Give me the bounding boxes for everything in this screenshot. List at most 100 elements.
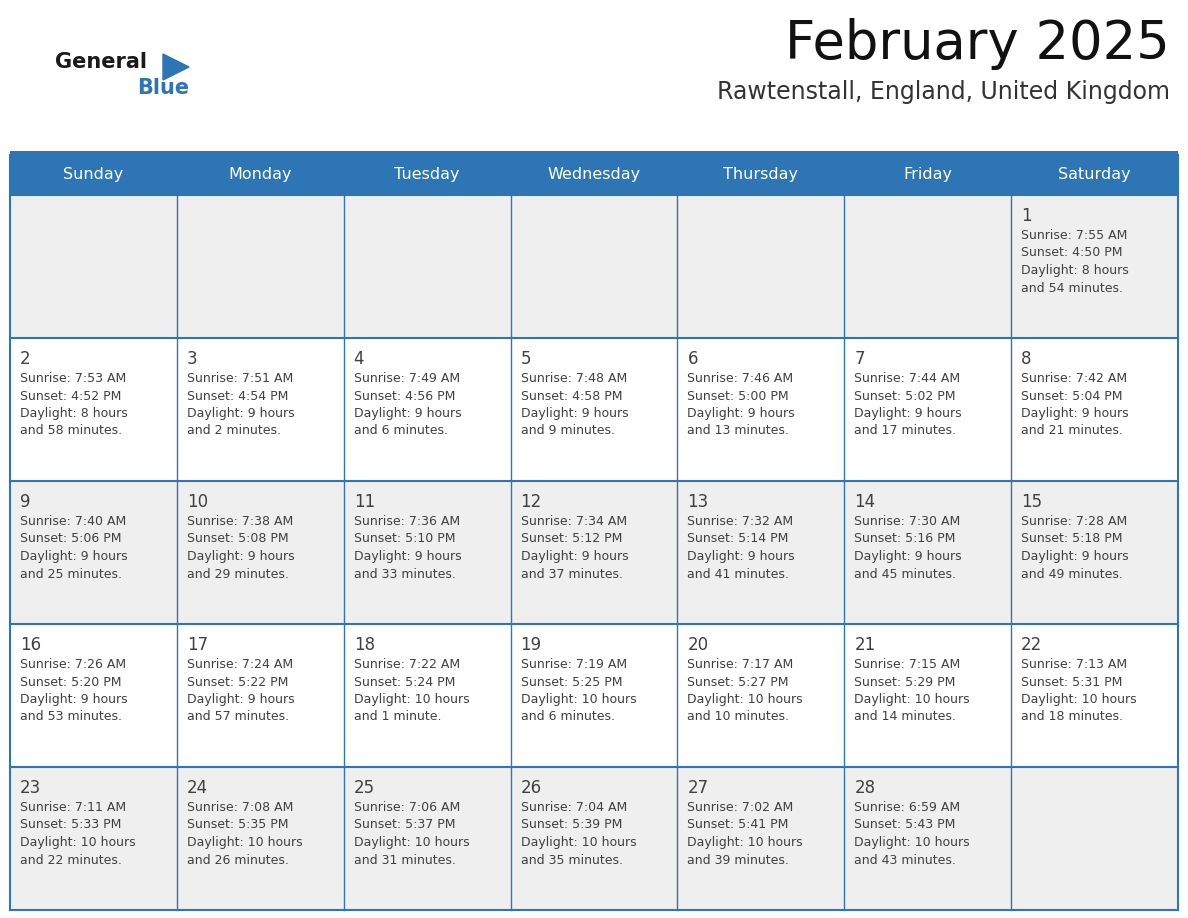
Text: Sunrise: 7:36 AM: Sunrise: 7:36 AM	[354, 515, 460, 528]
Text: Daylight: 9 hours: Daylight: 9 hours	[187, 407, 295, 420]
Text: and 1 minute.: and 1 minute.	[354, 711, 441, 723]
Text: Daylight: 10 hours: Daylight: 10 hours	[20, 836, 135, 849]
Text: and 58 minutes.: and 58 minutes.	[20, 424, 122, 438]
Text: Sunset: 4:56 PM: Sunset: 4:56 PM	[354, 389, 455, 402]
Text: 18: 18	[354, 636, 375, 654]
Text: Sunrise: 7:46 AM: Sunrise: 7:46 AM	[688, 372, 794, 385]
Text: Sunset: 5:33 PM: Sunset: 5:33 PM	[20, 819, 121, 832]
Text: Daylight: 9 hours: Daylight: 9 hours	[854, 550, 962, 563]
Text: Sunset: 5:12 PM: Sunset: 5:12 PM	[520, 532, 623, 545]
Text: Sunrise: 7:28 AM: Sunrise: 7:28 AM	[1022, 515, 1127, 528]
Text: Sunset: 5:31 PM: Sunset: 5:31 PM	[1022, 676, 1123, 688]
Text: Sunrise: 7:55 AM: Sunrise: 7:55 AM	[1022, 229, 1127, 242]
Text: Sunset: 5:39 PM: Sunset: 5:39 PM	[520, 819, 623, 832]
Text: Sunrise: 7:53 AM: Sunrise: 7:53 AM	[20, 372, 126, 385]
Text: 7: 7	[854, 350, 865, 368]
Bar	[10, 155, 1178, 195]
Text: 27: 27	[688, 779, 708, 797]
Text: 9: 9	[20, 493, 31, 511]
Text: Sunset: 5:20 PM: Sunset: 5:20 PM	[20, 676, 121, 688]
Text: 16: 16	[20, 636, 42, 654]
Text: Sunrise: 7:30 AM: Sunrise: 7:30 AM	[854, 515, 961, 528]
Text: Sunset: 5:10 PM: Sunset: 5:10 PM	[354, 532, 455, 545]
Text: and 25 minutes.: and 25 minutes.	[20, 567, 122, 580]
Text: Daylight: 9 hours: Daylight: 9 hours	[854, 407, 962, 420]
Text: 28: 28	[854, 779, 876, 797]
Bar	[10, 624, 1178, 767]
Text: Daylight: 9 hours: Daylight: 9 hours	[354, 407, 461, 420]
Text: Daylight: 9 hours: Daylight: 9 hours	[520, 407, 628, 420]
Text: Sunset: 5:04 PM: Sunset: 5:04 PM	[1022, 389, 1123, 402]
Text: 14: 14	[854, 493, 876, 511]
Text: Tuesday: Tuesday	[394, 167, 460, 183]
Text: Daylight: 8 hours: Daylight: 8 hours	[1022, 264, 1129, 277]
Text: Sunset: 5:43 PM: Sunset: 5:43 PM	[854, 819, 955, 832]
Text: and 26 minutes.: and 26 minutes.	[187, 854, 289, 867]
Text: 24: 24	[187, 779, 208, 797]
Text: 13: 13	[688, 493, 709, 511]
Text: and 37 minutes.: and 37 minutes.	[520, 567, 623, 580]
Text: Sunrise: 7:22 AM: Sunrise: 7:22 AM	[354, 658, 460, 671]
Text: Monday: Monday	[228, 167, 292, 183]
Text: Sunrise: 7:02 AM: Sunrise: 7:02 AM	[688, 801, 794, 814]
Text: 5: 5	[520, 350, 531, 368]
Text: and 18 minutes.: and 18 minutes.	[1022, 711, 1123, 723]
Text: Blue: Blue	[137, 78, 189, 98]
Text: Sunrise: 6:59 AM: Sunrise: 6:59 AM	[854, 801, 960, 814]
Text: Daylight: 10 hours: Daylight: 10 hours	[520, 836, 637, 849]
Text: and 13 minutes.: and 13 minutes.	[688, 424, 789, 438]
Text: Friday: Friday	[903, 167, 953, 183]
Bar	[10, 767, 1178, 910]
Text: Sunset: 5:35 PM: Sunset: 5:35 PM	[187, 819, 289, 832]
Text: Daylight: 10 hours: Daylight: 10 hours	[1022, 693, 1137, 706]
Text: Sunrise: 7:32 AM: Sunrise: 7:32 AM	[688, 515, 794, 528]
Text: Rawtenstall, England, United Kingdom: Rawtenstall, England, United Kingdom	[718, 80, 1170, 104]
Text: 21: 21	[854, 636, 876, 654]
Text: Sunrise: 7:34 AM: Sunrise: 7:34 AM	[520, 515, 627, 528]
Polygon shape	[163, 54, 189, 80]
Text: and 21 minutes.: and 21 minutes.	[1022, 424, 1123, 438]
Text: and 45 minutes.: and 45 minutes.	[854, 567, 956, 580]
Text: Daylight: 9 hours: Daylight: 9 hours	[1022, 550, 1129, 563]
Text: Sunrise: 7:38 AM: Sunrise: 7:38 AM	[187, 515, 293, 528]
Text: Sunrise: 7:42 AM: Sunrise: 7:42 AM	[1022, 372, 1127, 385]
Text: Daylight: 9 hours: Daylight: 9 hours	[688, 550, 795, 563]
Text: Sunrise: 7:15 AM: Sunrise: 7:15 AM	[854, 658, 961, 671]
Text: Daylight: 9 hours: Daylight: 9 hours	[187, 550, 295, 563]
Text: 25: 25	[354, 779, 375, 797]
Text: and 6 minutes.: and 6 minutes.	[520, 711, 614, 723]
Text: Sunset: 4:54 PM: Sunset: 4:54 PM	[187, 389, 289, 402]
Text: and 9 minutes.: and 9 minutes.	[520, 424, 614, 438]
Text: Sunset: 4:52 PM: Sunset: 4:52 PM	[20, 389, 121, 402]
Text: Sunset: 5:18 PM: Sunset: 5:18 PM	[1022, 532, 1123, 545]
Text: 15: 15	[1022, 493, 1042, 511]
Text: Daylight: 10 hours: Daylight: 10 hours	[187, 836, 303, 849]
Text: Daylight: 10 hours: Daylight: 10 hours	[854, 836, 969, 849]
Text: Daylight: 9 hours: Daylight: 9 hours	[520, 550, 628, 563]
Text: 19: 19	[520, 636, 542, 654]
Text: 4: 4	[354, 350, 365, 368]
Text: Sunset: 5:41 PM: Sunset: 5:41 PM	[688, 819, 789, 832]
Text: 3: 3	[187, 350, 197, 368]
Text: Daylight: 9 hours: Daylight: 9 hours	[187, 693, 295, 706]
Text: and 33 minutes.: and 33 minutes.	[354, 567, 455, 580]
Text: Sunrise: 7:11 AM: Sunrise: 7:11 AM	[20, 801, 126, 814]
Text: Sunset: 5:08 PM: Sunset: 5:08 PM	[187, 532, 289, 545]
Text: Daylight: 9 hours: Daylight: 9 hours	[688, 407, 795, 420]
Text: Sunset: 5:02 PM: Sunset: 5:02 PM	[854, 389, 956, 402]
Text: Sunset: 5:22 PM: Sunset: 5:22 PM	[187, 676, 289, 688]
Text: Sunrise: 7:24 AM: Sunrise: 7:24 AM	[187, 658, 293, 671]
Text: Sunrise: 7:44 AM: Sunrise: 7:44 AM	[854, 372, 960, 385]
Text: and 31 minutes.: and 31 minutes.	[354, 854, 455, 867]
Text: Daylight: 10 hours: Daylight: 10 hours	[354, 693, 469, 706]
Text: Sunrise: 7:40 AM: Sunrise: 7:40 AM	[20, 515, 126, 528]
Text: and 43 minutes.: and 43 minutes.	[854, 854, 956, 867]
Text: Daylight: 10 hours: Daylight: 10 hours	[688, 836, 803, 849]
Text: Sunrise: 7:49 AM: Sunrise: 7:49 AM	[354, 372, 460, 385]
Text: Sunrise: 7:08 AM: Sunrise: 7:08 AM	[187, 801, 293, 814]
Text: Sunset: 5:24 PM: Sunset: 5:24 PM	[354, 676, 455, 688]
Text: Sunrise: 7:51 AM: Sunrise: 7:51 AM	[187, 372, 293, 385]
Text: and 54 minutes.: and 54 minutes.	[1022, 282, 1123, 295]
Text: Saturday: Saturday	[1059, 167, 1131, 183]
Bar	[10, 338, 1178, 481]
